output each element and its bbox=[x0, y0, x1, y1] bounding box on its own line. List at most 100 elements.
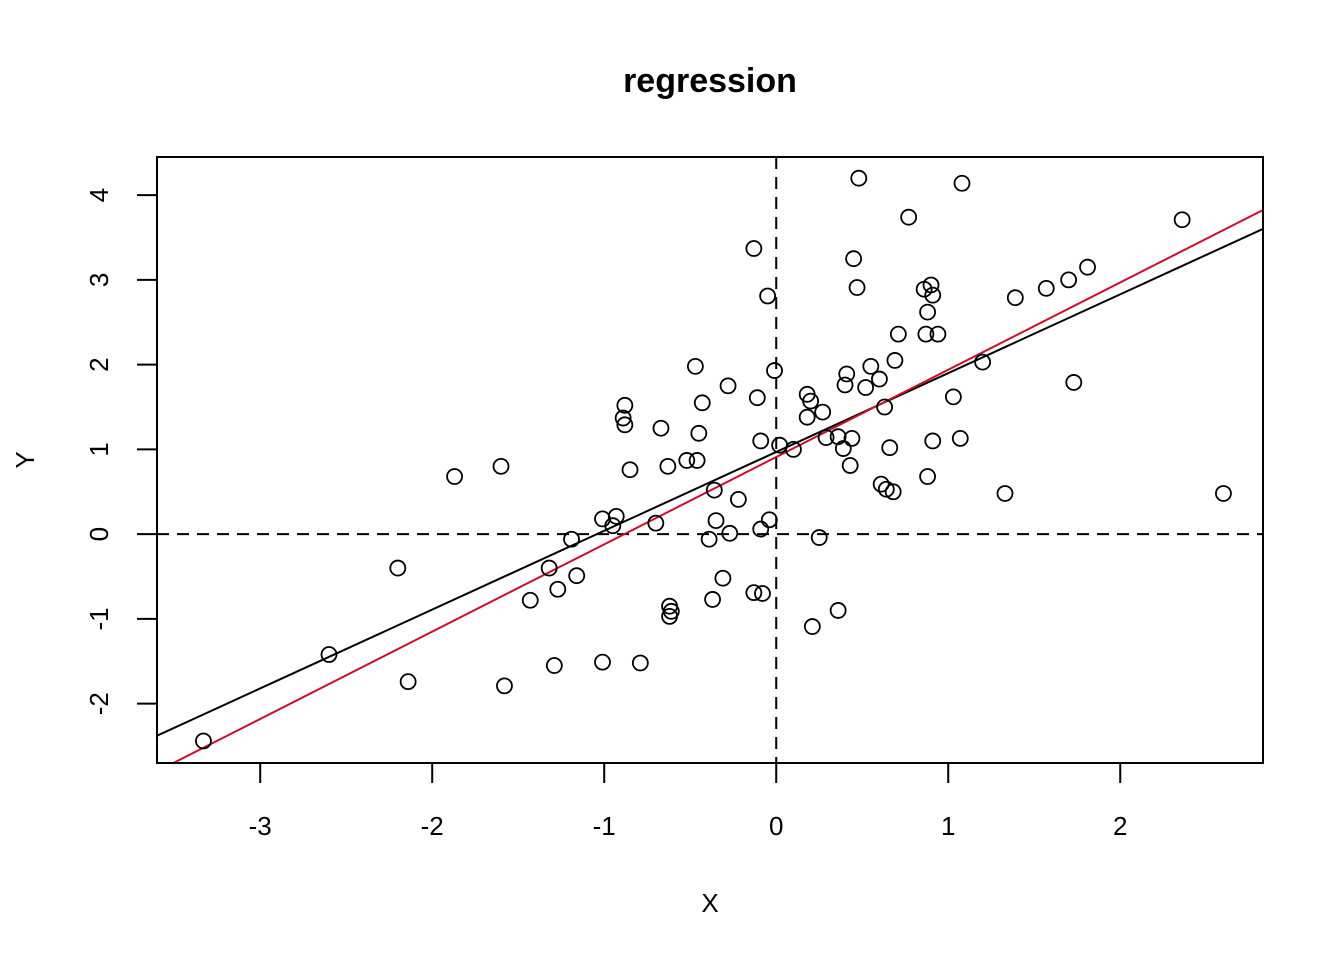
data-point bbox=[1037, 279, 1055, 297]
data-point bbox=[884, 483, 902, 501]
data-point bbox=[320, 646, 338, 663]
data-point bbox=[900, 208, 918, 226]
data-point bbox=[953, 174, 971, 192]
x-tick-label: 0 bbox=[769, 811, 783, 841]
data-point bbox=[752, 432, 770, 450]
data-point bbox=[1173, 211, 1191, 229]
data-point bbox=[614, 409, 632, 427]
data-point bbox=[760, 511, 778, 529]
data-point bbox=[785, 441, 802, 458]
x-tick-label: -2 bbox=[421, 811, 444, 841]
data-point bbox=[616, 416, 634, 434]
data-point bbox=[944, 388, 962, 406]
data-point bbox=[745, 584, 763, 602]
data-point bbox=[810, 529, 828, 546]
data-point bbox=[886, 352, 904, 369]
data-point bbox=[714, 569, 732, 587]
data-point bbox=[652, 419, 670, 437]
data-point bbox=[951, 429, 969, 447]
data-point bbox=[607, 507, 625, 525]
data-point bbox=[838, 365, 856, 383]
data-point bbox=[389, 559, 407, 577]
y-tick-label: 0 bbox=[84, 527, 114, 541]
data-point bbox=[1079, 258, 1096, 276]
data-point bbox=[594, 510, 611, 528]
data-point bbox=[1006, 289, 1024, 307]
data-point bbox=[721, 524, 739, 542]
regression-line-black bbox=[157, 227, 1263, 737]
data-point bbox=[919, 303, 936, 321]
data-point bbox=[688, 452, 706, 469]
data-point bbox=[521, 591, 539, 609]
data-point bbox=[917, 325, 935, 343]
data-point bbox=[857, 379, 875, 396]
x-tick-label: 2 bbox=[1113, 811, 1127, 841]
data-point bbox=[829, 602, 847, 619]
data-point bbox=[974, 353, 992, 371]
data-point bbox=[924, 286, 942, 304]
data-point bbox=[922, 276, 940, 294]
data-point bbox=[748, 389, 766, 407]
data-point bbox=[568, 567, 586, 585]
data-point bbox=[871, 370, 888, 388]
data-point bbox=[616, 396, 634, 414]
data-point bbox=[729, 491, 747, 508]
x-tick-label: -3 bbox=[249, 811, 272, 841]
data-point bbox=[996, 485, 1014, 502]
data-point bbox=[690, 424, 708, 442]
plot-frame bbox=[156, 156, 1264, 764]
data-point bbox=[492, 457, 510, 475]
data-point bbox=[1215, 485, 1232, 502]
data-point bbox=[707, 512, 725, 529]
data-point bbox=[876, 398, 893, 416]
data-point bbox=[662, 602, 680, 620]
x-tick-label: 1 bbox=[941, 811, 955, 841]
data-point bbox=[195, 732, 212, 750]
data-point bbox=[814, 403, 832, 421]
y-tick-label: 3 bbox=[84, 273, 114, 287]
x-tick-label: -1 bbox=[593, 811, 616, 841]
data-point bbox=[647, 514, 665, 532]
data-point bbox=[834, 440, 852, 457]
data-point bbox=[766, 362, 783, 379]
data-point bbox=[848, 279, 866, 296]
y-tick-label: 4 bbox=[84, 188, 114, 202]
regression-line-red bbox=[171, 209, 1263, 763]
data-point bbox=[594, 653, 611, 671]
data-point bbox=[872, 475, 890, 493]
data-point bbox=[545, 657, 563, 674]
data-point bbox=[798, 408, 816, 426]
data-point bbox=[700, 530, 718, 548]
data-point bbox=[924, 432, 942, 450]
chart-title: regression bbox=[623, 62, 797, 100]
x-axis-label: X bbox=[701, 888, 718, 918]
data-point bbox=[929, 325, 947, 343]
data-point bbox=[399, 673, 417, 691]
data-point bbox=[836, 376, 854, 394]
y-axis-label: Y bbox=[10, 451, 40, 468]
data-point bbox=[704, 591, 721, 608]
data-point bbox=[678, 452, 696, 469]
data-point bbox=[850, 169, 868, 187]
data-point bbox=[621, 461, 639, 479]
data-point bbox=[881, 439, 899, 457]
data-point bbox=[845, 250, 863, 268]
data-point bbox=[817, 429, 835, 446]
data-point bbox=[841, 457, 859, 474]
data-point bbox=[705, 481, 723, 499]
data-point bbox=[889, 325, 907, 343]
data-point bbox=[563, 530, 580, 548]
data-point bbox=[659, 457, 677, 475]
data-point bbox=[693, 394, 711, 412]
data-point bbox=[604, 517, 622, 535]
data-point bbox=[496, 677, 513, 695]
data-point bbox=[1060, 271, 1078, 289]
data-point bbox=[446, 468, 463, 485]
y-tick-label: 1 bbox=[84, 442, 114, 456]
data-point bbox=[549, 580, 567, 598]
data-point bbox=[540, 559, 558, 577]
data-point bbox=[759, 287, 777, 305]
data-point bbox=[745, 240, 763, 257]
y-tick-label: -1 bbox=[84, 607, 114, 630]
